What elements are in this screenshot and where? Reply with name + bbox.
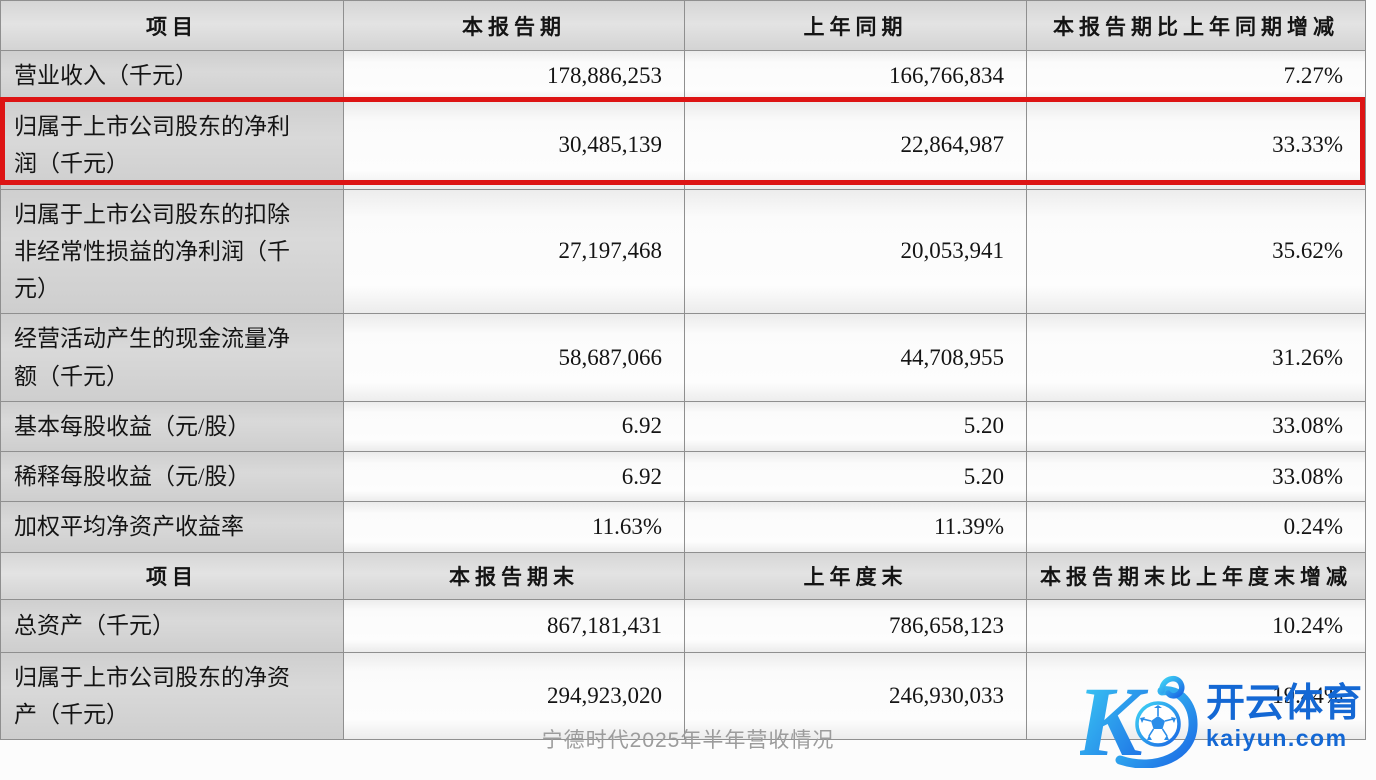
value-prior-period: 20,053,941 (684, 188, 1027, 315)
row-label: 总资产（千元） (0, 598, 344, 653)
header-prior-year-end: 上年度末 (684, 551, 1027, 600)
value-period-end: 867,181,431 (343, 598, 685, 653)
k-swoosh-icon: K (1080, 668, 1198, 768)
table-row-net-assets: 归属于上市公司股东的净资产（千元） 294,923,020 246,930,03… (0, 651, 1366, 740)
row-label: 经营活动产生的现金流量净额（千元） (0, 313, 344, 402)
table-header-row-period-end: 项目 本报告期末 上年度末 本报告期末比上年度末增减 (0, 551, 1366, 600)
row-label: 归属于上市公司股东的净资产（千元） (0, 651, 344, 740)
header-change: 本报告期比上年同期增减 (1026, 0, 1366, 51)
value-prior-period: 5.20 (684, 450, 1027, 503)
value-current-period: 178,886,253 (343, 50, 685, 102)
table-row-basic-eps: 基本每股收益（元/股） 6.92 5.20 33.08% (0, 400, 1366, 453)
watermark-text: 开云体育 kaiyun.com (1206, 681, 1363, 753)
row-label: 归属于上市公司股东的净利润（千元） (0, 101, 344, 190)
value-prior-period: 44,708,955 (684, 313, 1027, 402)
row-label: 稀释每股收益（元/股） (0, 450, 344, 503)
value-period-end: 294,923,020 (343, 651, 685, 740)
value-prior-year-end: 786,658,123 (684, 598, 1027, 653)
table-row-revenue: 营业收入（千元） 178,886,253 166,766,834 7.27% (0, 50, 1366, 102)
kaiyun-logo-mark: K (1080, 668, 1198, 768)
football-icon (1135, 701, 1181, 747)
value-prior-period: 22,864,987 (684, 101, 1027, 190)
value-prior-period: 166,766,834 (684, 50, 1027, 102)
table-row-operating-cash-flow: 经营活动产生的现金流量净额（千元） 58,687,066 44,708,955 … (0, 313, 1366, 402)
value-current-period: 30,485,139 (343, 101, 685, 190)
table-caption: 宁德时代2025年半年营收情况 (541, 729, 835, 752)
row-label: 基本每股收益（元/股） (0, 400, 344, 453)
value-current-period: 6.92 (343, 450, 685, 503)
header-prior-period: 上年同期 (684, 0, 1027, 51)
watermark-brand: 开云体育 (1206, 681, 1363, 725)
row-label: 归属于上市公司股东的扣除非经常性损益的净利润（千元） (0, 188, 344, 315)
financial-table: 项目 本报告期 上年同期 本报告期比上年同期增减 营业收入（千元） 178,88… (0, 0, 1366, 740)
row-label: 营业收入（千元） (0, 50, 344, 102)
watermark-domain: kaiyun.com (1206, 725, 1348, 752)
caption-bar: 宁德时代2025年半年营收情况 (0, 698, 1376, 780)
header-current-period: 本报告期 (343, 0, 685, 51)
header-period-end: 本报告期末 (343, 551, 685, 600)
value-current-period: 27,197,468 (343, 188, 685, 315)
value-change: 0.24% (1026, 501, 1366, 553)
table-header-row: 项目 本报告期 上年同期 本报告期比上年同期增减 (0, 0, 1366, 51)
header-change: 本报告期末比上年度末增减 (1026, 551, 1366, 600)
value-current-period: 11.63% (343, 501, 685, 553)
value-change: 31.26% (1026, 313, 1366, 402)
value-change: 7.27% (1026, 50, 1366, 102)
value-change: 10.24% (1026, 598, 1366, 653)
value-current-period: 6.92 (343, 400, 685, 453)
value-current-period: 58,687,066 (343, 313, 685, 402)
table-row-net-profit-excl-nonrecurring: 归属于上市公司股东的扣除非经常性损益的净利润（千元） 27,197,468 20… (0, 188, 1366, 315)
kaiyun-watermark: K 开云体育 kaiyun.com (1080, 668, 1362, 768)
row-label: 加权平均净资产收益率 (0, 501, 344, 553)
table-row-diluted-eps: 稀释每股收益（元/股） 6.92 5.20 33.08% (0, 450, 1366, 503)
value-prior-period: 11.39% (684, 501, 1027, 553)
table-row-total-assets: 总资产（千元） 867,181,431 786,658,123 10.24% (0, 598, 1366, 653)
value-change: 33.08% (1026, 450, 1366, 503)
header-item: 项目 (0, 0, 344, 51)
value-prior-year-end: 246,930,033 (684, 651, 1027, 740)
header-item: 项目 (0, 551, 344, 600)
value-prior-period: 5.20 (684, 400, 1027, 453)
value-change: 33.33% (1026, 101, 1366, 190)
table-row-net-profit-highlighted: 归属于上市公司股东的净利润（千元） 30,485,139 22,864,987 … (0, 101, 1366, 190)
value-change: 35.62% (1026, 188, 1366, 315)
value-change: 33.08% (1026, 400, 1366, 453)
table-row-weighted-roe: 加权平均净资产收益率 11.63% 11.39% 0.24% (0, 501, 1366, 553)
